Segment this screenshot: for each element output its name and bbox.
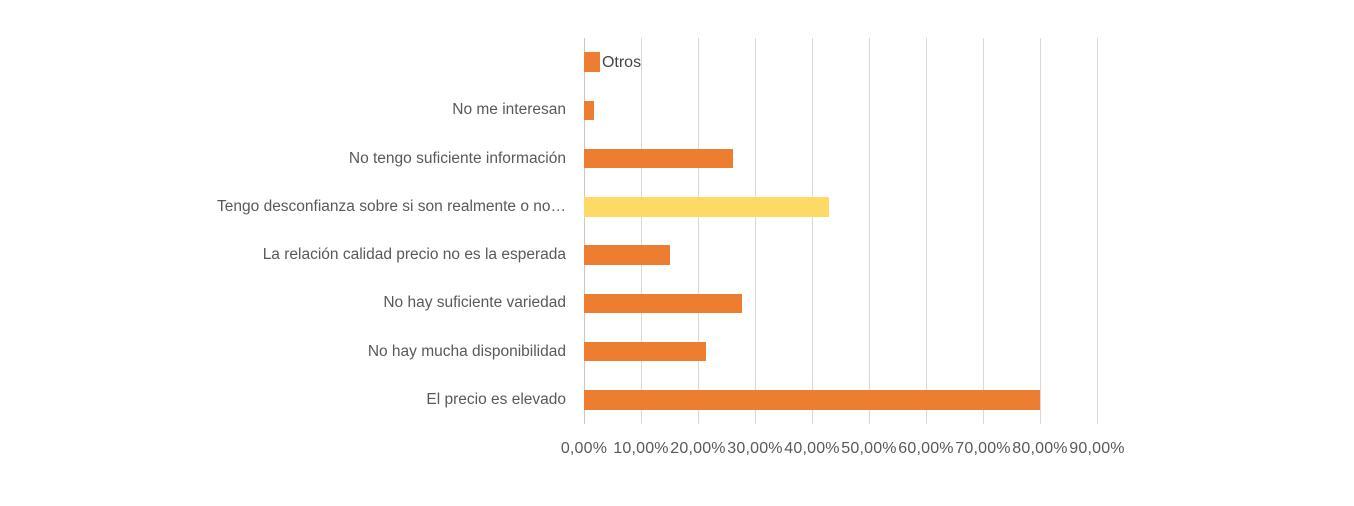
category-axis-label: Tengo desconfianza sobre si son realment… xyxy=(217,197,566,215)
x-axis-tick-label: 0,00% xyxy=(560,440,608,457)
gridline xyxy=(754,38,756,424)
gridline xyxy=(1039,38,1041,424)
gridline xyxy=(640,38,642,424)
x-axis-tick-label: 90,00% xyxy=(1069,440,1125,457)
gridline xyxy=(1096,38,1098,424)
category-label-inline: Otros xyxy=(601,53,642,71)
category-axis-label: No hay mucha disponibilidad xyxy=(367,342,566,360)
gridline xyxy=(925,38,927,424)
category-axis-label: No me interesan xyxy=(452,101,566,119)
data-bar xyxy=(584,293,743,314)
gridline xyxy=(697,38,699,424)
category-axis-label: No hay suficiente variedad xyxy=(383,294,566,312)
x-axis-tick-label: 70,00% xyxy=(955,440,1011,457)
data-bar xyxy=(584,197,830,217)
data-bar xyxy=(584,245,670,265)
category-axis-label: El precio es elevado xyxy=(426,390,566,408)
x-axis-tick-label: 10,00% xyxy=(613,440,669,457)
gridline xyxy=(811,38,813,424)
gridline xyxy=(982,38,984,424)
data-bar xyxy=(584,148,733,169)
x-axis-tick-label: 20,00% xyxy=(670,440,726,457)
data-bar xyxy=(584,52,600,72)
category-axis-label: No tengo suficiente información xyxy=(348,149,566,167)
value-axis-line xyxy=(583,38,585,424)
x-axis-tick-label: 60,00% xyxy=(898,440,954,457)
data-bar xyxy=(584,341,706,362)
category-axis-label: La relación calidad precio no es la espe… xyxy=(262,246,566,264)
data-bar xyxy=(584,100,595,121)
x-axis-tick-label: 30,00% xyxy=(727,440,783,457)
data-bar xyxy=(584,390,1040,410)
gridline xyxy=(868,38,870,424)
x-axis-tick-label: 50,00% xyxy=(841,440,897,457)
x-axis-tick-label: 80,00% xyxy=(1012,440,1068,457)
x-axis-tick-label: 40,00% xyxy=(784,440,840,457)
